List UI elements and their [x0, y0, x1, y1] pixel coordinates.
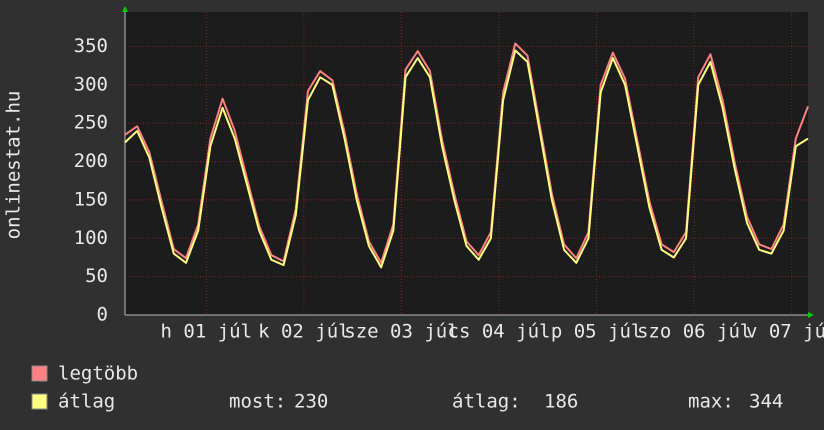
- y-tick-label: 150: [74, 188, 108, 210]
- x-tick-label: p 05 júl: [551, 321, 643, 343]
- y-tick-label: 100: [74, 227, 108, 249]
- plot-area: [125, 12, 808, 315]
- x-tick-label: sze 03 júl: [344, 321, 458, 343]
- y-tick-label: 300: [74, 73, 108, 95]
- legend-swatch: [31, 393, 48, 410]
- stat-value: 230: [294, 391, 328, 413]
- stat-label: most:: [229, 391, 286, 413]
- stat-value: 344: [749, 391, 783, 413]
- x-tick-label: h 01 júl: [161, 321, 253, 343]
- y-tick-label: 350: [74, 35, 108, 57]
- x-tick-label: k 02 júl: [258, 321, 350, 343]
- x-tick-label: v 07 júl: [746, 321, 824, 343]
- y-axis-label: onlinestat.hu: [3, 91, 25, 240]
- y-tick-label: 50: [85, 265, 108, 287]
- legend-label: legtöbb: [58, 363, 138, 385]
- stat-label: max:: [688, 391, 734, 413]
- x-tick-label: cs 04 júl: [448, 321, 551, 343]
- x-tick-label: szo 06 júl: [637, 321, 751, 343]
- stat-value: 186: [544, 391, 578, 413]
- stat-label: átlag:: [452, 391, 521, 413]
- y-arrow: [122, 6, 128, 12]
- legend-swatch: [31, 365, 48, 382]
- series-line: [124, 49, 809, 269]
- y-tick-label: 200: [74, 150, 108, 172]
- legend-label: átlag: [58, 391, 115, 413]
- x-arrow: [808, 312, 814, 318]
- y-tick-label: 250: [74, 112, 108, 134]
- y-tick-label: 0: [97, 304, 108, 326]
